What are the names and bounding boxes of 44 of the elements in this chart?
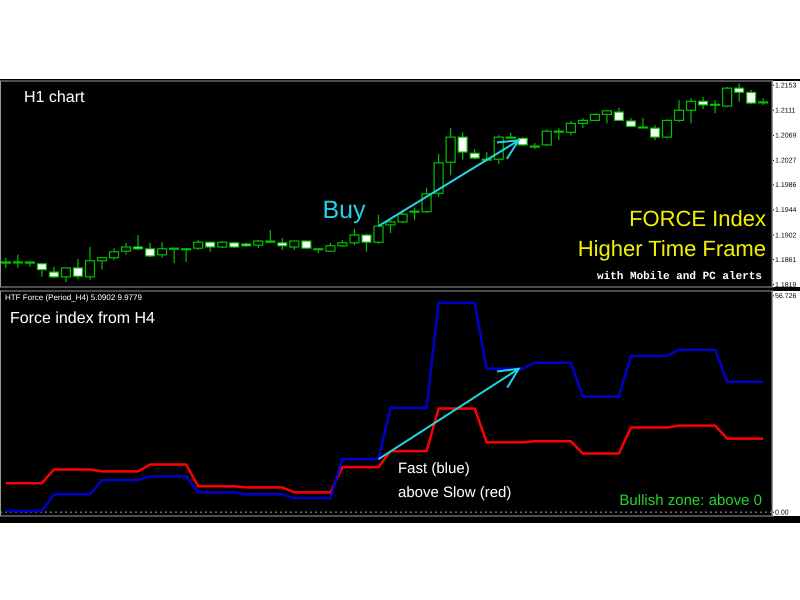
candlestick: [144, 242, 156, 258]
candlestick: [72, 258, 84, 280]
candlestick: [48, 266, 59, 279]
candlestick: [96, 256, 108, 270]
candlestick: [686, 98, 696, 124]
candlestick: [602, 110, 612, 124]
annotation: FORCE Index: [629, 206, 766, 231]
candlestick: [662, 118, 672, 139]
annotation: Bullish zone: above 0: [619, 492, 762, 509]
candlestick: [698, 96, 708, 110]
candlestick: [361, 233, 372, 252]
candlestick: [710, 100, 720, 114]
candlestick: [409, 208, 420, 221]
candlestick: [385, 220, 396, 234]
candlestick: [674, 100, 684, 123]
candlestick: [650, 124, 660, 141]
annotation: Fast (blue): [398, 460, 470, 477]
annotation: Higher Time Frame: [578, 236, 766, 261]
candlestick: [458, 132, 468, 160]
annotation: Buy: [322, 196, 366, 224]
annotation: Force index from H4: [10, 310, 156, 327]
candlestick: [397, 209, 408, 224]
candlestick: [373, 214, 384, 245]
candlestick: [120, 242, 132, 256]
annotation: H1 chart: [24, 89, 86, 106]
annotation: with Mobile and PC alerts: [596, 271, 762, 283]
candlestick: [734, 82, 744, 102]
candlestick: [132, 234, 144, 251]
candlestick: [349, 228, 360, 246]
annotation: HTF Force (Period_H4) 5.0902 9.9779: [5, 293, 143, 302]
candlestick: [181, 248, 192, 263]
line-series: [4, 302, 764, 512]
candlestick: [60, 267, 72, 283]
candlestick: [36, 262, 47, 278]
candlestick: [722, 86, 732, 108]
candlestick: [169, 246, 180, 264]
candlestick: [614, 107, 624, 122]
candlestick: [84, 246, 96, 280]
candlestick: [108, 248, 120, 261]
candlestick: [638, 117, 648, 129]
candlestick: [470, 148, 480, 160]
annotation: above Slow (red): [398, 484, 512, 501]
candlestick: [578, 117, 588, 129]
candlestick: [156, 242, 168, 258]
